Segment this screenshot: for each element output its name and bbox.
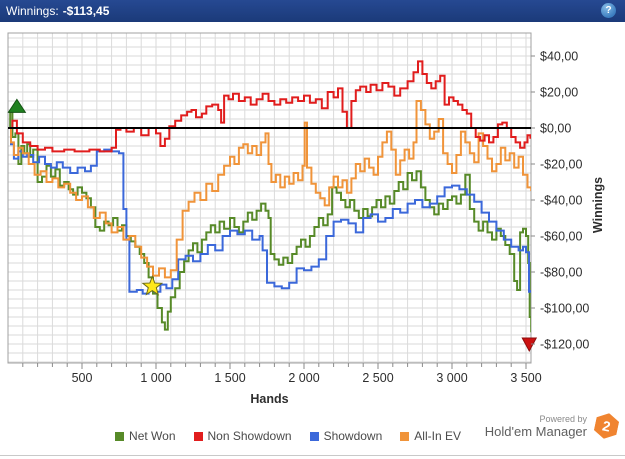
- chart-markers: [7, 98, 538, 353]
- powered-by-text: Powered by: [539, 413, 587, 424]
- plot-border: [7, 32, 532, 364]
- y-tick-label: $40,00: [540, 50, 578, 64]
- chart-legend: Net Won Non Showdown Showdown All-In EV: [0, 429, 576, 443]
- x-tick-label: 3 500: [510, 371, 541, 385]
- x-tick-label: 2 000: [288, 371, 319, 385]
- hm2-logo-digit: 2: [601, 417, 612, 435]
- title-value: -$113,45: [62, 4, 110, 18]
- start-marker-icon: [7, 98, 27, 113]
- legend-label-showdown: Showdown: [323, 429, 383, 443]
- powered-by-block: Powered by Hold'em Manager 2: [485, 413, 619, 439]
- legend-label-all-in-ev: All-In EV: [414, 429, 461, 443]
- y-tick-label: $0,00: [540, 122, 571, 136]
- brand-name: Hold'em Manager: [484, 423, 587, 439]
- legend-item-non-showdown[interactable]: Non Showdown: [193, 429, 292, 443]
- y-tick-label: -$120,00: [540, 338, 589, 352]
- y-tick-label: $20,00: [540, 86, 578, 100]
- hm2-logo-icon: 2: [592, 411, 622, 442]
- x-tick-label: 500: [72, 371, 93, 385]
- series-lines: [8, 60, 531, 333]
- y-tick-label: -$80,00: [540, 266, 582, 280]
- series-non-showdown: [8, 60, 531, 153]
- winnings-graph: 500 1 000 1 500 2 000 2 500 3 000 3 500 $40,00 $…: [7, 32, 605, 406]
- legend-swatch-all-in-ev: [400, 431, 410, 441]
- series-all-in-ev: [8, 100, 531, 279]
- legend-item-all-in-ev[interactable]: All-In EV: [400, 429, 461, 443]
- legend-item-net-won[interactable]: Net Won: [115, 429, 176, 443]
- help-icon[interactable]: ?: [601, 3, 616, 18]
- x-tick-label: 3 000: [436, 371, 467, 385]
- title-label: Winnings:: [6, 4, 59, 18]
- legend-label-net-won: Net Won: [129, 429, 176, 443]
- y-tick-label: -$40,00: [540, 194, 582, 208]
- legend-label-non-showdown: Non Showdown: [207, 429, 292, 443]
- window-bottom-border: [0, 455, 625, 456]
- x-tick-label: 1 000: [140, 371, 171, 385]
- y-tick-label: -$60,00: [540, 230, 582, 244]
- legend-swatch-non-showdown: [193, 431, 203, 441]
- y-tick-label: -$100,00: [540, 302, 589, 316]
- series-showdown: [8, 127, 531, 295]
- x-tick-label: 1 500: [214, 371, 245, 385]
- x-axis-title: Hands: [250, 392, 288, 406]
- legend-swatch-net-won: [115, 431, 125, 441]
- series-net-won: [8, 110, 531, 333]
- star-marker-icon: [141, 274, 164, 296]
- y-axis-title: Winnings: [591, 177, 605, 233]
- legend-item-showdown[interactable]: Showdown: [309, 429, 383, 443]
- axes: 500 1 000 1 500 2 000 2 500 3 000 3 500 $40,00 $…: [22, 50, 605, 406]
- title-bar: Winnings: -$113,45 ?: [0, 0, 625, 22]
- x-tick-label: 2 500: [362, 371, 393, 385]
- y-tick-label: -$20,00: [540, 158, 582, 172]
- legend-swatch-showdown: [309, 431, 319, 441]
